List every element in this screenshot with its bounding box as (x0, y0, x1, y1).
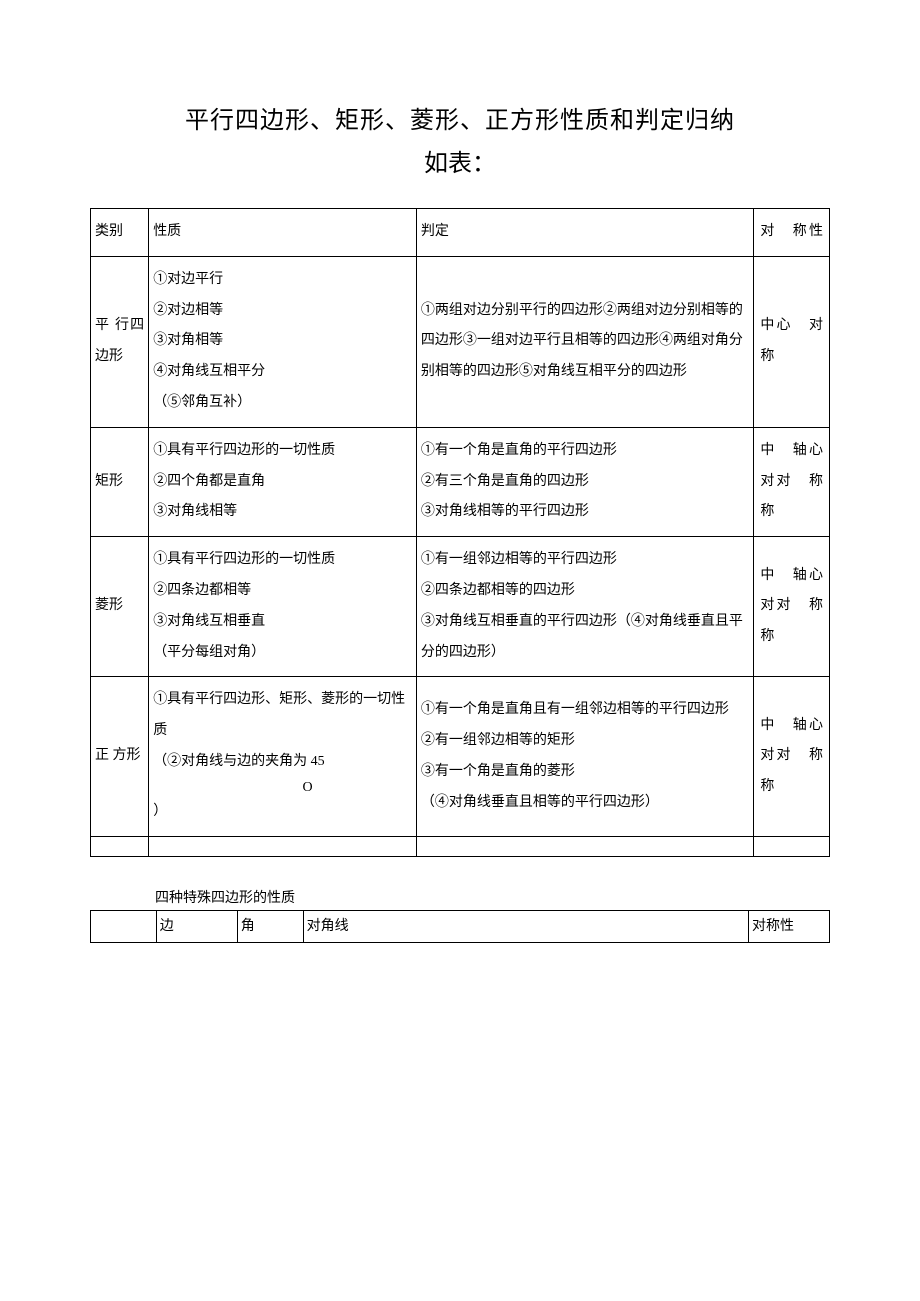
category-rhombus: 菱形 (91, 537, 149, 677)
properties-rhombus: ①具有平行四边形的一切性质 ②四条边都相等 ③对角线互相垂直 （平分每组对角） (149, 537, 417, 677)
category-rectangle: 矩形 (91, 427, 149, 536)
header-symmetry: 对 称性 (754, 209, 830, 257)
judgment-parallelogram: ①两组对边分别平行的四边形②两组对边分别相等的四边形③一组对边平行且相等的四边形… (416, 256, 753, 427)
properties-square: ①具有平行四边形、矩形、菱形的一切性质 （②对角线与边的夹角为 45 O ） (149, 677, 417, 837)
category-square: 正 方形 (91, 677, 149, 837)
symmetry-parallelogram: 中心 对称 (754, 256, 830, 427)
empty-cell (149, 837, 417, 857)
square-prop-line3: O (153, 778, 412, 798)
table-row: 矩形 ①具有平行四边形的一切性质 ②四个角都是直角 ③对角线相等 ①有一个角是直… (91, 427, 830, 536)
document-title: 平行四边形、矩形、菱形、正方形性质和判定归纳 (90, 100, 830, 135)
table2-col5: 对称性 (749, 911, 830, 943)
section2-heading: 四种特殊四边形的性质 (155, 887, 830, 907)
empty-cell (416, 837, 753, 857)
header-properties: 性质 (149, 209, 417, 257)
table-row: 菱形 ①具有平行四边形的一切性质 ②四条边都相等 ③对角线互相垂直 （平分每组对… (91, 537, 830, 677)
table-header-row: 类别 性质 判定 对 称性 (91, 209, 830, 257)
square-prop-line2: （②对角线与边的夹角为 45 (153, 754, 325, 769)
judgment-rectangle: ①有一个角是直角的平行四边形 ②有三个角是直角的四边形 ③对角线相等的平行四边形 (416, 427, 753, 536)
main-properties-table: 类别 性质 判定 对 称性 平 行四 边形 ①对边平行 ②对边相等 ③对角相等 … (90, 208, 830, 857)
properties-rectangle: ①具有平行四边形的一切性质 ②四个角都是直角 ③对角线相等 (149, 427, 417, 536)
symmetry-square: 中 轴心 对对 称称 (754, 677, 830, 837)
table2-col4: 对角线 (303, 911, 748, 943)
square-prop-line4: ） (153, 804, 167, 819)
table2-col2: 边 (156, 911, 237, 943)
judgment-rhombus: ①有一组邻边相等的平行四边形 ②四条边都相等的四边形 ③对角线互相垂直的平行四边… (416, 537, 753, 677)
table2-col3: 角 (237, 911, 303, 943)
symmetry-rhombus: 中 轴心 对对 称称 (754, 537, 830, 677)
category-parallelogram: 平 行四 边形 (91, 256, 149, 427)
header-judgment: 判定 (416, 209, 753, 257)
header-category: 类别 (91, 209, 149, 257)
symmetry-rectangle: 中 轴心 对对 称称 (754, 427, 830, 536)
document-subtitle: 如表： (90, 143, 830, 178)
table2-col1 (91, 911, 157, 943)
judgment-square: ①有一个角是直角且有一组邻边相等的平行四边形 ②有一组邻边相等的矩形 ③有一个角… (416, 677, 753, 837)
table2-header-row: 边 角 对角线 对称性 (91, 911, 830, 943)
square-prop-line1: ①具有平行四边形、矩形、菱形的一切性质 (153, 692, 405, 738)
empty-cell (91, 837, 149, 857)
secondary-properties-table: 边 角 对角线 对称性 (90, 910, 830, 943)
empty-cell (754, 837, 830, 857)
table-row: 正 方形 ①具有平行四边形、矩形、菱形的一切性质 （②对角线与边的夹角为 45 … (91, 677, 830, 837)
table-row: 平 行四 边形 ①对边平行 ②对边相等 ③对角相等 ④对角线互相平分 （⑤邻角互… (91, 256, 830, 427)
properties-parallelogram: ①对边平行 ②对边相等 ③对角相等 ④对角线互相平分 （⑤邻角互补） (149, 256, 417, 427)
table-empty-row (91, 837, 830, 857)
